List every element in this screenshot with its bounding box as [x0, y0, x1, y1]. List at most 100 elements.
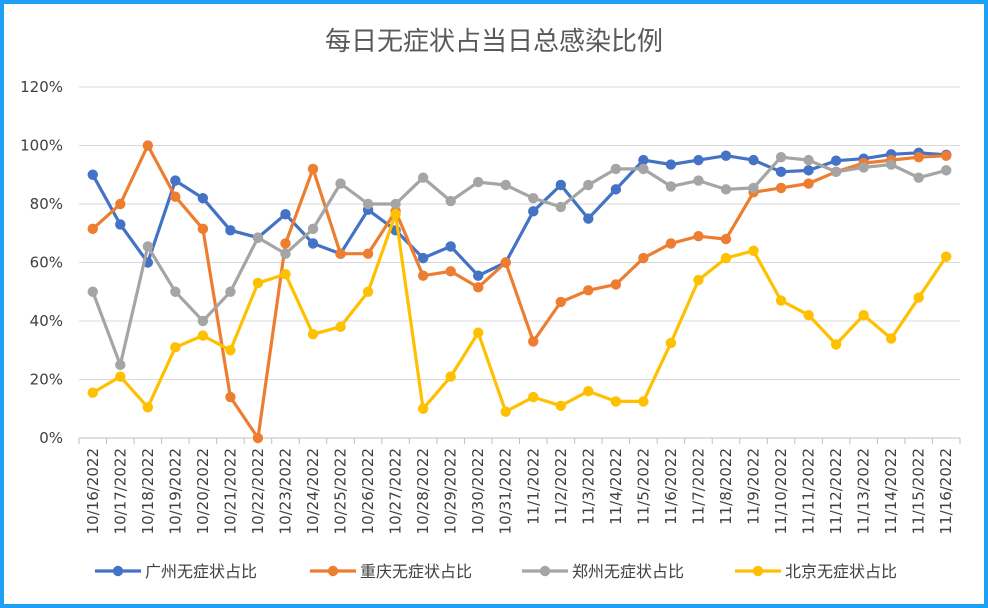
y-tick-label: 40% [30, 312, 63, 330]
series-0 [87, 147, 952, 281]
data-point [583, 386, 594, 397]
data-point [225, 225, 236, 236]
data-point [390, 198, 401, 210]
y-tick-label: 120% [20, 78, 63, 96]
data-point [142, 402, 154, 413]
x-tick-label: 11/16/2022 [937, 448, 955, 534]
data-point [748, 182, 759, 194]
data-point [665, 159, 677, 170]
data-point [335, 321, 346, 333]
legend-label: 北京无症状占比 [785, 562, 897, 581]
data-point [335, 248, 346, 259]
x-tick-label: 11/10/2022 [772, 448, 790, 534]
data-point [913, 292, 924, 303]
data-point [197, 192, 209, 204]
data-point [555, 296, 566, 308]
data-point [142, 241, 154, 252]
data-point [610, 163, 622, 175]
data-point [693, 274, 704, 286]
legend-marker [327, 565, 339, 577]
data-point [528, 192, 539, 204]
data-point [665, 337, 677, 349]
data-point [115, 371, 126, 382]
data-point [528, 336, 539, 347]
series-2 [87, 152, 952, 371]
data-point [335, 178, 346, 189]
x-tick-label: 11/3/2022 [579, 448, 597, 525]
x-tick-label: 11/4/2022 [607, 448, 625, 525]
data-point [720, 184, 732, 195]
x-tick-label: 10/29/2022 [442, 448, 460, 534]
data-point [307, 163, 319, 175]
data-point [693, 175, 704, 186]
data-point [830, 166, 842, 178]
x-tick-label: 10/21/2022 [221, 448, 239, 534]
data-point [803, 178, 814, 189]
data-point [583, 213, 594, 224]
x-tick-label: 10/22/2022 [249, 448, 267, 534]
data-point [115, 359, 126, 371]
data-point [225, 391, 236, 403]
data-point [858, 162, 869, 173]
data-point [555, 400, 566, 412]
data-point [720, 150, 732, 161]
series-line [91, 212, 948, 414]
y-tick-label: 100% [20, 137, 63, 155]
data-point [280, 209, 291, 220]
data-point [417, 172, 429, 183]
data-point [803, 309, 814, 321]
legend-item: 郑州无症状占比 [522, 562, 684, 581]
series-3 [87, 209, 952, 417]
data-point [307, 223, 319, 235]
data-point [252, 232, 264, 243]
x-tick-label: 10/25/2022 [332, 448, 350, 534]
x-tick-label: 10/20/2022 [194, 448, 212, 534]
data-point [197, 223, 209, 235]
data-point [362, 286, 374, 297]
data-point [665, 181, 677, 192]
data-point [417, 403, 429, 414]
data-point [142, 140, 154, 151]
x-tick-label: 11/5/2022 [634, 448, 652, 525]
data-point [748, 245, 759, 256]
data-point [500, 257, 511, 268]
data-point [885, 159, 897, 170]
x-tick-label: 10/19/2022 [166, 448, 184, 534]
data-point [693, 230, 704, 242]
data-point [803, 154, 814, 166]
data-point [638, 163, 649, 175]
x-tick-label: 11/15/2022 [910, 448, 928, 534]
data-point [473, 270, 484, 281]
data-point [445, 195, 456, 207]
data-point [87, 286, 98, 297]
data-point [500, 179, 511, 191]
data-point [913, 172, 924, 183]
legend-label: 郑州无症状占比 [572, 562, 684, 581]
data-point [87, 387, 98, 398]
data-point [280, 238, 291, 249]
data-point [87, 169, 98, 180]
data-point [941, 251, 952, 262]
legend-item: 重庆无症状占比 [310, 562, 472, 581]
x-tick-label: 11/11/2022 [800, 448, 818, 534]
x-tick-label: 11/1/2022 [524, 448, 542, 525]
data-point [445, 266, 456, 277]
series-1 [87, 140, 952, 444]
x-tick-label: 11/6/2022 [662, 448, 680, 525]
data-point [555, 201, 566, 213]
data-point [307, 238, 319, 249]
x-tick-label: 10/30/2022 [469, 448, 487, 534]
legend-label: 重庆无症状占比 [360, 562, 472, 581]
x-tick-label: 10/28/2022 [414, 448, 432, 534]
data-point [528, 206, 539, 217]
data-point [170, 342, 181, 353]
data-point [720, 252, 732, 264]
legend-item: 广州无症状占比 [95, 562, 257, 581]
data-point [170, 286, 181, 297]
data-point [362, 198, 374, 210]
x-tick-label: 11/2/2022 [552, 448, 570, 525]
data-point [500, 406, 511, 417]
legend-marker [752, 565, 764, 577]
x-tick-label: 10/23/2022 [276, 448, 294, 534]
